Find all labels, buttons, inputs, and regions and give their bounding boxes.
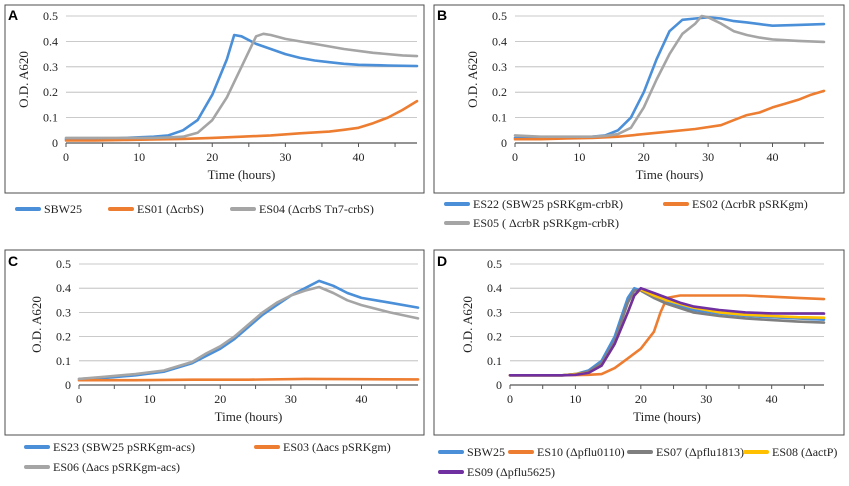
- legend-label: ES01 (ΔcrbS): [137, 202, 204, 216]
- y-axis-label: O.D. A620: [16, 51, 31, 108]
- series-line-3: [513, 14, 826, 138]
- y-tick-label: 0.5: [492, 9, 507, 23]
- x-tick-label: 40: [766, 392, 778, 406]
- y-axis-label: O.D. A620: [460, 296, 475, 353]
- x-tick-label: 40: [353, 150, 365, 164]
- y-tick-label: 0: [52, 136, 58, 150]
- chart-panel-d: D 0 0.1 0.2 0.3 0.4 0.5 0 10 20 30 40 Time (hours) O.…: [433, 249, 845, 479]
- y-tick-label: 0.4: [56, 281, 71, 295]
- x-tick-label: 30: [702, 150, 714, 164]
- x-tick-label: 10: [144, 392, 156, 406]
- x-tick-label: 20: [635, 392, 647, 406]
- x-axis-label: Time (hours): [636, 167, 704, 182]
- y-tick-label: 0.2: [487, 330, 502, 344]
- x-tick-label: 30: [279, 150, 291, 164]
- x-tick-label: 20: [206, 150, 218, 164]
- chart-panel-a: A 0 0.1 0.2 0.3 0.4 0.5 0 10 20 30 40 Time (hours) O.…: [4, 4, 425, 216]
- series-line-2: [77, 377, 420, 382]
- y-tick-label: 0.1: [492, 111, 507, 125]
- panel-frame: [4, 249, 425, 436]
- legend-label: ES07 (Δpflu1813): [656, 445, 744, 459]
- series-line-2: [64, 99, 419, 142]
- y-tick-label: 0.2: [56, 330, 71, 344]
- panel-frame: [433, 249, 845, 436]
- y-tick-label: 0.3: [56, 305, 71, 319]
- legend-label: ES09 (Δpflu5625): [467, 465, 555, 479]
- x-tick-label: 20: [638, 150, 650, 164]
- y-tick-label: 0.1: [487, 354, 502, 368]
- y-tick-label: 0.5: [487, 257, 502, 271]
- legend-label: ES08 (ΔactP): [772, 445, 837, 459]
- x-tick-label: 0: [512, 150, 518, 164]
- panel-letter: A: [8, 7, 18, 23]
- chart-panel-b: B 0 0.1 0.2 0.3 0.4 0.5 0 10 20 30 40 Time (hours) O.…: [433, 4, 845, 230]
- x-tick-label: 10: [569, 392, 581, 406]
- y-tick-label: 0.4: [43, 34, 58, 48]
- x-tick-label: 40: [356, 392, 368, 406]
- legend-label: ES02 (ΔcrbR pSRKgm): [692, 197, 808, 211]
- x-tick-label: 40: [767, 150, 779, 164]
- series-line-2: [508, 294, 826, 377]
- legend-label: ES03 (Δacs pSRKgm): [283, 440, 391, 454]
- series-line-3: [64, 32, 419, 140]
- x-tick-label: 10: [133, 150, 145, 164]
- x-tick-label: 10: [573, 150, 585, 164]
- y-tick-label: 0: [65, 378, 71, 392]
- series-line-2: [513, 89, 826, 141]
- x-axis-label: Time (hours): [208, 167, 276, 182]
- y-tick-label: 0.2: [43, 85, 58, 99]
- y-tick-label: 0.2: [492, 85, 507, 99]
- y-tick-label: 0.5: [43, 9, 58, 23]
- y-tick-label: 0.4: [487, 281, 502, 295]
- y-tick-label: 0.1: [43, 111, 58, 125]
- y-tick-label: 0: [501, 136, 507, 150]
- legend-label: ES04 (ΔcrbS Tn7-crbS): [259, 202, 374, 216]
- x-tick-label: 30: [700, 392, 712, 406]
- series-line-3: [77, 285, 420, 381]
- series-line-1: [64, 33, 419, 141]
- x-axis-label: Time (hours): [215, 409, 283, 424]
- panel-letter: D: [437, 253, 447, 269]
- y-tick-label: 0.1: [56, 354, 71, 368]
- x-tick-label: 0: [76, 392, 82, 406]
- legend-label: SBW25: [467, 445, 505, 459]
- chart-panel-c: C 0 0.1 0.2 0.3 0.4 0.5 0 10 20 30 40 Time (hours) O.…: [4, 249, 425, 474]
- legend-label: ES06 (Δacs pSRKgm-acs): [53, 460, 180, 474]
- legend-label: ES10 (Δpflu0110): [537, 445, 625, 459]
- y-axis-label: O.D. A620: [29, 296, 44, 353]
- legend-label: ES22 (SBW25 pSRKgm-crbR): [473, 197, 623, 211]
- legend-label: ES05 ( ΔcrbR pSRKgm-crbR): [473, 216, 619, 230]
- panel-frame: [4, 4, 425, 194]
- y-tick-label: 0: [496, 378, 502, 392]
- y-axis-label: O.D. A620: [465, 51, 480, 108]
- x-tick-label: 0: [507, 392, 513, 406]
- x-tick-label: 20: [214, 392, 226, 406]
- legend-label: ES23 (SBW25 pSRKgm-acs): [53, 440, 195, 454]
- x-axis-label: Time (hours): [633, 409, 701, 424]
- y-tick-label: 0.3: [492, 60, 507, 74]
- y-tick-label: 0.3: [43, 60, 58, 74]
- panel-letter: B: [437, 7, 447, 23]
- x-tick-label: 0: [63, 150, 69, 164]
- x-tick-label: 30: [285, 392, 297, 406]
- y-tick-label: 0.5: [56, 257, 71, 271]
- y-tick-label: 0.3: [487, 305, 502, 319]
- y-tick-label: 0.4: [492, 34, 507, 48]
- panel-letter: C: [8, 253, 18, 269]
- legend-label: SBW25: [44, 202, 82, 216]
- series-line-5: [508, 286, 826, 377]
